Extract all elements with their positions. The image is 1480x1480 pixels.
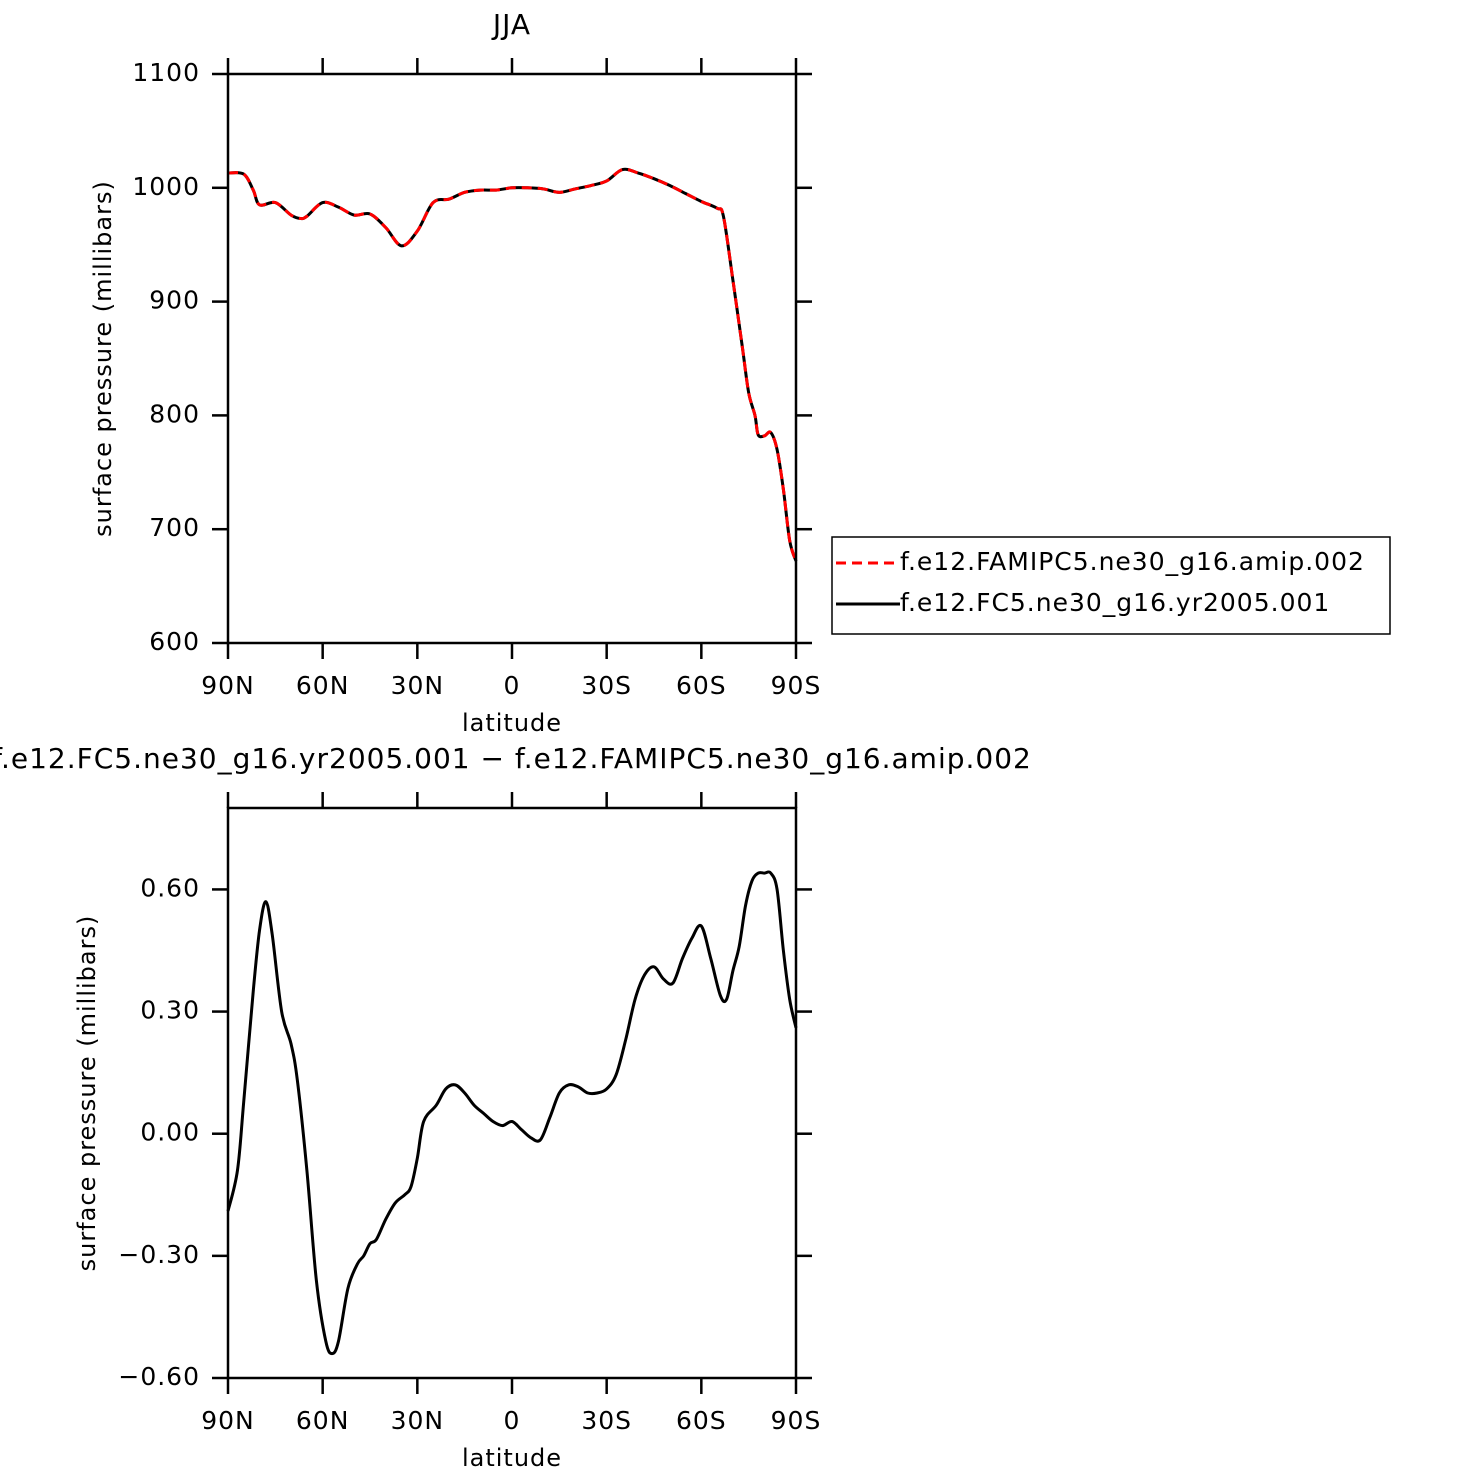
x-tick-label: 0 <box>504 671 521 700</box>
y-tick-label: 1000 <box>132 172 200 201</box>
x-tick-label: 60N <box>296 671 350 700</box>
y-tick-label: −0.60 <box>118 1362 200 1391</box>
y-tick-label: 600 <box>149 627 200 656</box>
y-tick-label: 700 <box>149 513 200 542</box>
y-tick-label: 0.60 <box>140 873 200 902</box>
x-tick-label: 90N <box>201 671 255 700</box>
x-tick-label: 30S <box>581 671 632 700</box>
x-tick-label: 90S <box>771 1406 822 1435</box>
legend-label: f.e12.FAMIPC5.ne30_g16.amip.002 <box>900 547 1365 576</box>
x-tick-label: 30S <box>581 1406 632 1435</box>
plot-frame <box>226 72 798 645</box>
x-axis-label: latitude <box>462 709 562 737</box>
chart-title: f.e12.FC5.ne30_g16.yr2005.001 − f.e12.FA… <box>0 742 1032 775</box>
data-line <box>227 167 798 562</box>
data-line <box>226 870 798 1356</box>
x-tick-label: 0 <box>504 1406 521 1435</box>
plot-frame <box>226 806 798 1380</box>
chart-title: JJA <box>491 8 531 41</box>
y-tick-label: −0.30 <box>118 1240 200 1269</box>
x-tick-label: 60S <box>676 671 727 700</box>
y-tick-label: 0.00 <box>140 1118 200 1147</box>
y-tick-label: 900 <box>149 286 200 315</box>
y-axis-label: surface pressure (millibars) <box>73 915 101 1272</box>
x-axis-label: latitude <box>462 1444 562 1472</box>
legend-label: f.e12.FC5.ne30_g16.yr2005.001 <box>900 588 1330 617</box>
legend-box <box>831 536 1391 635</box>
y-tick-label: 0.30 <box>140 996 200 1025</box>
x-tick-label: 30N <box>391 671 445 700</box>
x-tick-label: 60N <box>296 1406 350 1435</box>
x-tick-label: 30N <box>391 1406 445 1435</box>
x-tick-label: 90S <box>771 671 822 700</box>
y-tick-label: 800 <box>149 399 200 428</box>
data-line <box>227 167 798 562</box>
x-tick-label: 90N <box>201 1406 255 1435</box>
y-axis-label: surface pressure (millibars) <box>89 180 117 537</box>
x-tick-label: 60S <box>676 1406 727 1435</box>
y-tick-label: 1100 <box>132 58 200 87</box>
